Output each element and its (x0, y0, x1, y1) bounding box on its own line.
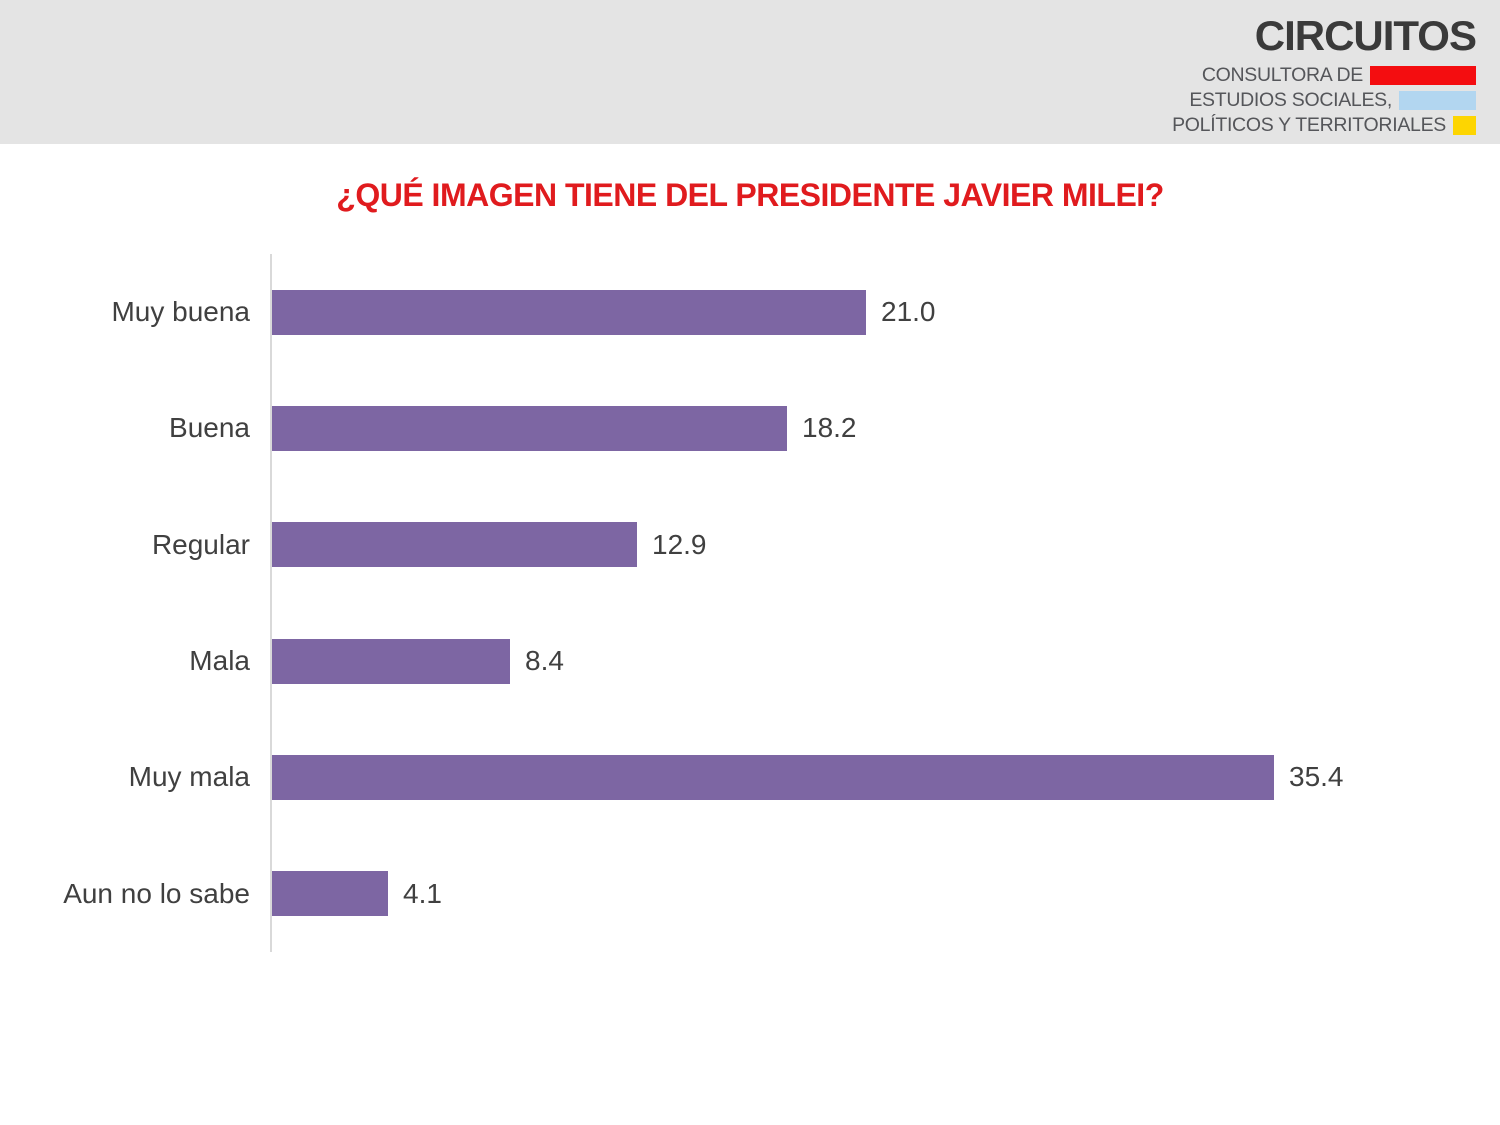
value-label: 21.0 (881, 296, 936, 328)
red-swatch (1370, 66, 1476, 85)
bar-row: Aun no lo sabe 4.1 (0, 836, 1500, 952)
logo-tagline-text-3: POLÍTICOS Y TERRITORIALES (1172, 114, 1446, 136)
value-label: 18.2 (802, 412, 857, 444)
bar (272, 754, 1274, 800)
bar-row: Regular 12.9 (0, 487, 1500, 603)
bar (272, 405, 787, 451)
bar (272, 638, 510, 684)
logo-tagline-row-3: POLÍTICOS Y TERRITORIALES (1172, 113, 1476, 138)
bar-row: Muy buena 21.0 (0, 254, 1500, 370)
y-axis-line (270, 254, 272, 952)
bar (272, 871, 388, 917)
blue-swatch (1399, 91, 1476, 110)
category-label: Mala (189, 645, 250, 677)
category-label: Buena (169, 412, 250, 444)
yellow-swatch (1453, 116, 1476, 135)
logo-tagline-text-1: CONSULTORA DE (1201, 64, 1363, 86)
logo-tagline-row-1: CONSULTORA DE (1172, 63, 1476, 88)
bar (272, 522, 637, 568)
bar-row: Muy mala 35.4 (0, 719, 1500, 835)
value-label: 35.4 (1289, 761, 1344, 793)
bar-row: Mala 8.4 (0, 603, 1500, 719)
logo-tagline-row-2: ESTUDIOS SOCIALES, (1172, 88, 1476, 113)
header-band: CIRCUITOS CONSULTORA DE ESTUDIOS SOCIALE… (0, 0, 1500, 144)
bar-chart: Muy buena 21.0 Buena 18.2 Regular 12.9 Mala 8.4… (0, 254, 1500, 952)
brand-logo: CIRCUITOS CONSULTORA DE ESTUDIOS SOCIALE… (1172, 12, 1477, 138)
bar (272, 289, 866, 335)
category-label: Aun no lo sabe (63, 877, 250, 909)
brand-name: CIRCUITOS (1254, 12, 1477, 59)
category-label: Muy mala (128, 761, 250, 793)
category-label: Muy buena (111, 296, 250, 328)
chart-title: ¿QUÉ IMAGEN TIENE DEL PRESIDENTE JAVIER … (336, 177, 1164, 213)
value-label: 12.9 (652, 528, 707, 560)
category-label: Regular (151, 528, 250, 560)
bar-row: Buena 18.2 (0, 370, 1500, 486)
logo-tagline-text-2: ESTUDIOS SOCIALES, (1189, 89, 1392, 111)
value-label: 8.4 (525, 645, 564, 677)
value-label: 4.1 (403, 877, 442, 909)
